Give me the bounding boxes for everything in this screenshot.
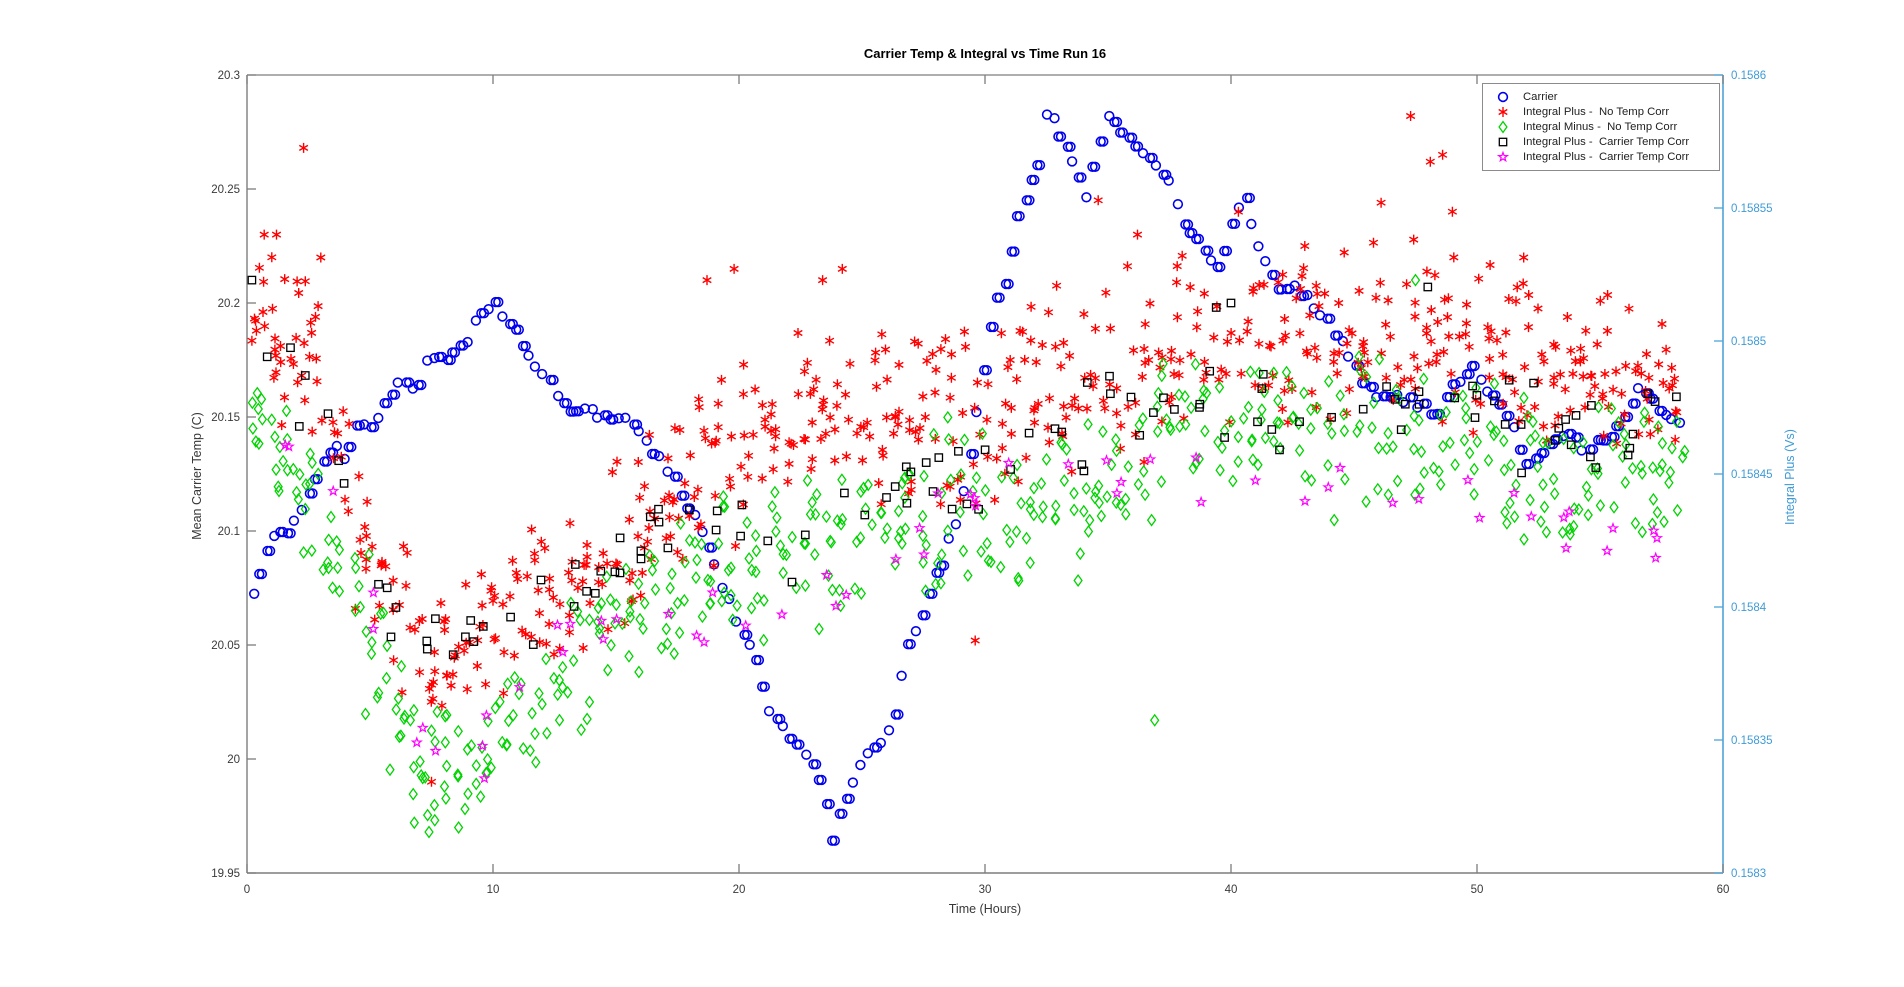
- legend-item-label: Integral Plus - No Temp Corr: [1523, 105, 1670, 118]
- y-right-tick-label: 0.15855: [1731, 203, 1773, 215]
- y-left-tick-label: 20.15: [211, 412, 240, 424]
- y-left-tick-label: 20.3: [218, 70, 240, 82]
- legend-item: Integral Plus - No Temp Corr: [1483, 104, 1719, 119]
- y-left-tick-label: 20.25: [211, 184, 240, 196]
- x-tick-label: 20: [733, 884, 746, 896]
- legend-square-icon: [1483, 135, 1523, 149]
- y-right-tick-label: 0.1584: [1731, 602, 1767, 614]
- legend-pentagram-icon: [1483, 150, 1523, 164]
- x-tick-label: 10: [487, 884, 500, 896]
- legend-item: Integral Plus - Carrier Temp Corr: [1483, 150, 1719, 165]
- legend-item-label: Integral Plus - Carrier Temp Corr: [1523, 151, 1690, 164]
- y-left-tick-label: 20.1: [218, 526, 240, 538]
- y-right-tick-label: 0.15845: [1731, 469, 1773, 481]
- legend-item-label: Integral Minus - No Temp Corr: [1523, 121, 1678, 133]
- legend-diamond-icon: [1483, 120, 1523, 134]
- x-axis-label: Time (Hours): [948, 902, 1022, 916]
- legend-item: Integral Plus - Carrier Temp Corr: [1483, 135, 1719, 150]
- y-right-tick-label: 0.1583: [1731, 868, 1766, 880]
- y-left-tick-label: 20.2: [218, 298, 240, 310]
- y-left-tick-label: 19.95: [211, 868, 240, 880]
- y-right-tick-label: 0.1585: [1731, 336, 1766, 348]
- y-right-tick-label: 0.1586: [1731, 70, 1766, 82]
- legend-item: Carrier: [1483, 89, 1719, 104]
- x-tick-label: 50: [1471, 884, 1484, 896]
- legend-item-label: Carrier: [1523, 90, 1558, 103]
- series-integral-plus-corr-sq-points: [247, 275, 1681, 660]
- y-left-tick-label: 20: [227, 754, 240, 766]
- legend-box: Carrier Integral Plus - No Temp Corr Integ…: [1482, 83, 1720, 171]
- chart-title: Carrier Temp & Integral vs Time Run 16: [863, 46, 1107, 61]
- series-integral-plus-corr-pent-points: [279, 438, 1664, 784]
- legend-item-label: Integral Plus - Carrier Temp Corr: [1523, 136, 1690, 149]
- series-integral-plus-raw-points: [247, 111, 1682, 787]
- legend-item: Integral Minus - No Temp Corr: [1483, 119, 1719, 134]
- series-carrier-points: [249, 109, 1686, 846]
- legend-circle-icon: [1483, 90, 1523, 104]
- legend-asterisk-icon: [1483, 105, 1523, 119]
- x-tick-label: 60: [1717, 884, 1730, 896]
- x-tick-label: 40: [1225, 884, 1238, 896]
- x-tick-label: 0: [244, 884, 250, 896]
- x-tick-label: 30: [979, 884, 992, 896]
- y-left-tick-label: 20.05: [211, 640, 240, 652]
- y-right-tick-label: 0.15835: [1731, 735, 1773, 747]
- series-integral-minus-raw-points: [247, 273, 1690, 839]
